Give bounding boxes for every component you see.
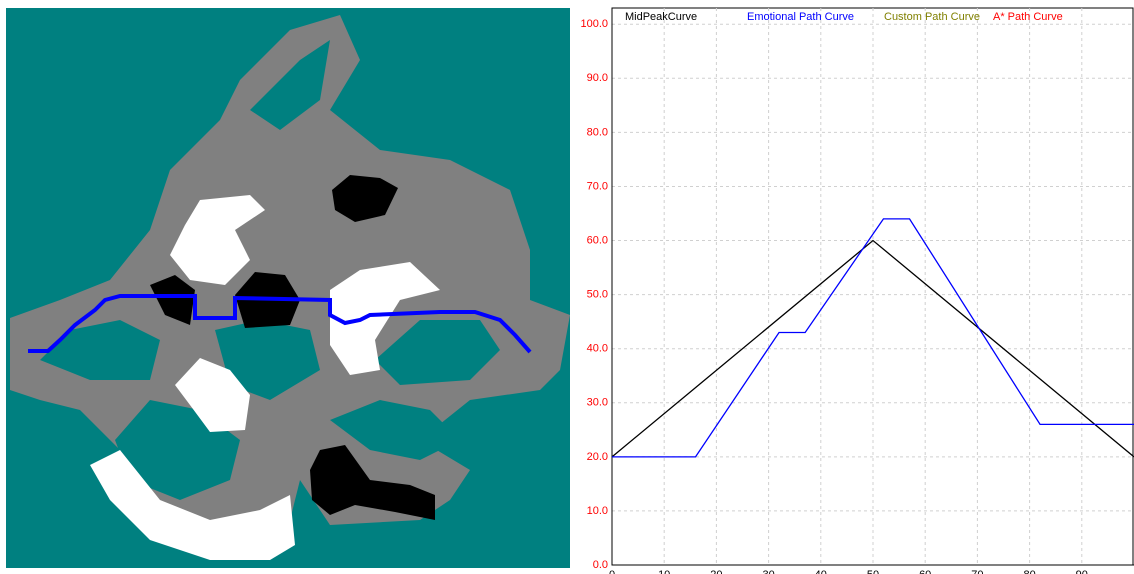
y-tick-label: 10.0 xyxy=(587,505,608,517)
y-tick-label: 0.0 xyxy=(593,559,608,571)
x-tick-label: 50 xyxy=(867,569,879,574)
y-tick-label: 40.0 xyxy=(587,343,608,355)
x-tick-label: 60 xyxy=(919,569,931,574)
y-tick-label: 100.0 xyxy=(580,18,608,30)
x-tick-label: 10 xyxy=(658,569,670,574)
legend-label: MidPeakCurve xyxy=(625,11,697,23)
legend-label: Emotional Path Curve xyxy=(747,11,854,23)
y-tick-label: 30.0 xyxy=(587,397,608,409)
x-tick-label: 20 xyxy=(710,569,722,574)
x-tick-label: 30 xyxy=(762,569,774,574)
legend-label: Custom Path Curve xyxy=(884,11,980,23)
x-tick-label: 40 xyxy=(815,569,827,574)
page: {"chart_data": {"type": "line", "series"… xyxy=(0,0,1134,574)
chart: 0.0 10.0 20.0 30.0 40.0 50.0 60.0 70.0 80.0 90.0 1… xyxy=(580,8,1134,574)
y-tick-label: 90.0 xyxy=(587,72,608,84)
legend-label: A* Path Curve xyxy=(993,11,1063,23)
x-tick-label: 0 xyxy=(609,569,615,574)
y-tick-label: 80.0 xyxy=(587,126,608,138)
map xyxy=(6,8,570,568)
y-tick-label: 20.0 xyxy=(587,451,608,463)
y-tick-label: 60.0 xyxy=(587,234,608,246)
x-tick-label: 80 xyxy=(1023,569,1035,574)
screen: 0.0 10.0 20.0 30.0 40.0 50.0 60.0 70.0 80.0 90.0 1… xyxy=(0,0,1134,574)
x-tick-label: 70 xyxy=(971,569,983,574)
x-tick-label: 90 xyxy=(1076,569,1088,574)
y-tick-label: 70.0 xyxy=(587,180,608,192)
y-tick-label: 50.0 xyxy=(587,289,608,301)
